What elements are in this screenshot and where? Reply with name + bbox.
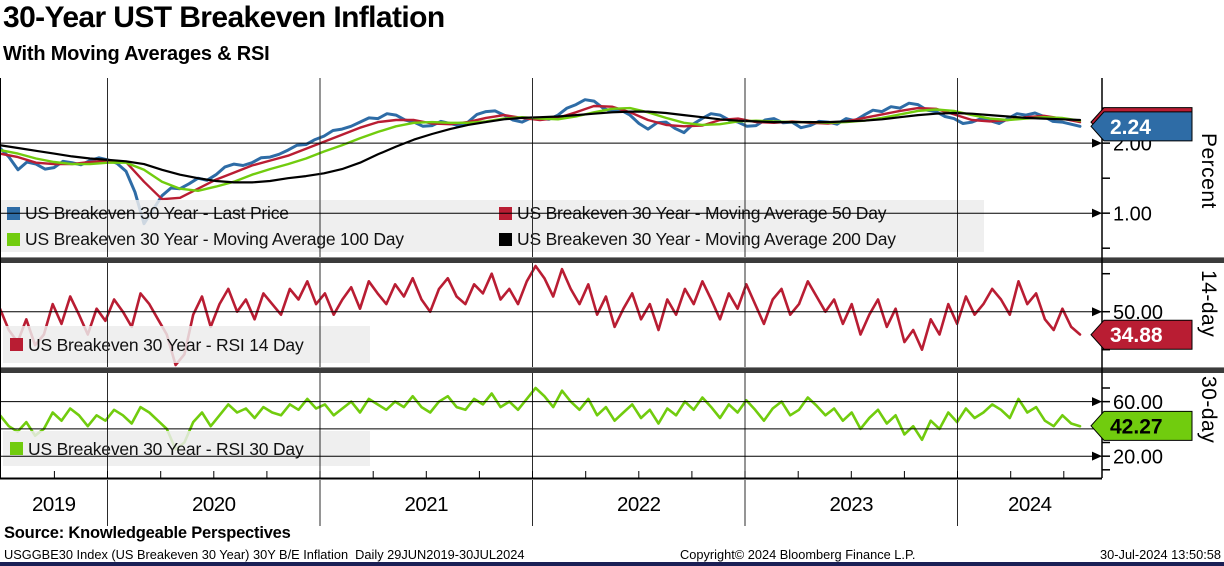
legend-swatch-red [499, 206, 512, 220]
legend-item: US Breakeven 30 Year - Moving Average 10… [0, 226, 492, 252]
footer-ticker-description: USGGBE30 Index (US Breakeven 30 Year) 30… [4, 547, 525, 562]
legend-price-panel: US Breakeven 30 Year - Last Price US Brea… [0, 200, 984, 252]
x-axis-year-label: 2024 [1007, 493, 1052, 516]
series-line-black [0, 110, 1082, 184]
legend-item: US Breakeven 30 Year - Moving Average 50… [492, 200, 984, 226]
x-axis-year-label: 2023 [829, 493, 874, 516]
legend-label: US Breakeven 30 Year - Moving Average 20… [517, 229, 896, 249]
footer-copyright: Copyright© 2024 Bloomberg Finance L.P. [680, 547, 916, 562]
legend-swatch-blue [7, 206, 20, 220]
legend-swatch-green [10, 442, 23, 455]
legend-rsi30-panel: US Breakeven 30 Year - RSI 30 Day [3, 431, 370, 466]
footer-timestamp: 30-Jul-2024 13:50:58 [1100, 547, 1221, 562]
bottom-strip [0, 562, 1224, 566]
legend-swatch-black [499, 232, 512, 246]
legend-swatch-red [10, 338, 23, 351]
y-axis-title-14day: 14-day [1197, 270, 1220, 338]
source-line: Source: Knowledgeable Perspectives [4, 524, 291, 542]
x-axis-year-label: 2020 [191, 493, 236, 516]
legend-label: US Breakeven 30 Year - RSI 14 Day [28, 334, 304, 355]
x-axis-year-label: 2019 [31, 493, 76, 516]
page-subtitle: With Moving Averages & RSI [3, 43, 270, 65]
x-axis-year-label: 2022 [616, 493, 661, 516]
legend-label: US Breakeven 30 Year - RSI 30 Day [28, 438, 304, 459]
legend-item: US Breakeven 30 Year - RSI 14 Day [3, 332, 304, 358]
legend-swatch-green [7, 232, 20, 246]
legend-label: US Breakeven 30 Year - Moving Average 10… [25, 229, 404, 249]
series-line-green [0, 106, 1082, 193]
legend-item: US Breakeven 30 Year - RSI 30 Day [3, 436, 304, 462]
x-axis-year-label: 2021 [404, 493, 449, 516]
legend-label: US Breakeven 30 Year - Moving Average 50… [517, 203, 887, 223]
page-title: 30-Year UST Breakeven Inflation [3, 1, 445, 34]
legend-item: US Breakeven 30 Year - Moving Average 20… [492, 226, 984, 252]
legend-rsi14-panel: US Breakeven 30 Year - RSI 14 Day [3, 326, 370, 363]
legend-label: US Breakeven 30 Year - Last Price [25, 203, 289, 223]
legend-item: US Breakeven 30 Year - Last Price [0, 200, 492, 226]
y-axis-title-30day: 30-day [1197, 376, 1220, 444]
series-line-red [0, 104, 1082, 201]
y-axis-title-percent: Percent [1197, 133, 1220, 209]
